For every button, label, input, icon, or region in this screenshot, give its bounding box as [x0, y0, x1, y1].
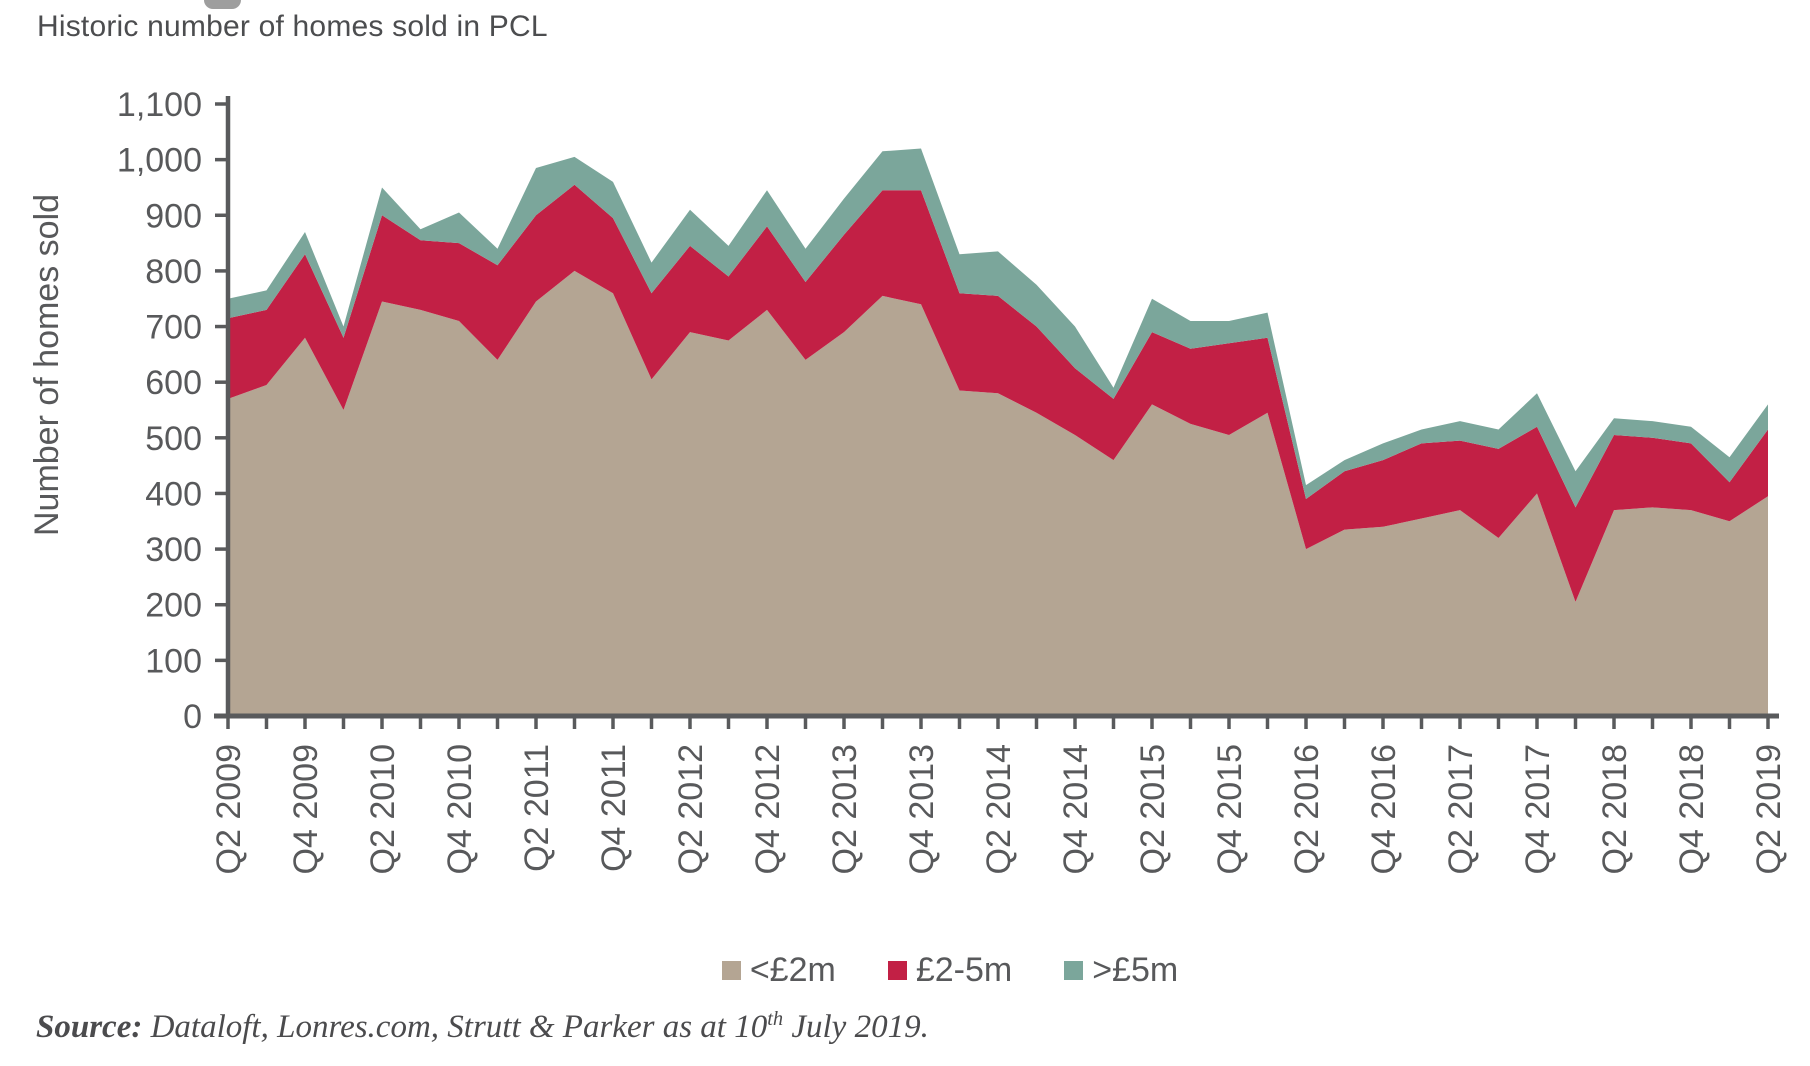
x-tick-label: Q4 2018 [1673, 744, 1711, 874]
x-tick-label: Q2 2014 [980, 744, 1018, 874]
x-tick-label: Q2 2013 [826, 744, 864, 874]
x-tick-label: Q4 2010 [441, 744, 479, 874]
x-tick-label: Q2 2015 [1134, 744, 1172, 874]
x-tick-label: Q4 2016 [1365, 744, 1403, 874]
legend-label-2-5m: £2-5m [915, 951, 1013, 989]
source-superscript: th [767, 1008, 784, 1030]
y-tick-label: 0 [183, 698, 202, 736]
x-tick-label: Q2 2018 [1596, 744, 1634, 874]
x-tick-label: Q2 2009 [210, 744, 248, 874]
y-tick-label: 300 [145, 531, 202, 569]
legend-label-over-5m: >£5m [1092, 951, 1179, 989]
legend-item-2-5m: £2-5m [887, 951, 1013, 990]
y-axis-title: Number of homes sold [28, 194, 66, 536]
legend-swatch-under-2m [721, 961, 741, 980]
x-tick-label: Q2 2017 [1442, 744, 1480, 874]
chart-legend: <£2m £2-5m >£5m [90, 951, 1810, 990]
y-tick-label: 800 [145, 253, 202, 291]
x-tick-label: Q4 2015 [1211, 744, 1249, 874]
cropped-page-element [204, 0, 241, 9]
y-tick-label: 100 [145, 642, 202, 680]
x-tick-label: Q4 2017 [1519, 744, 1557, 874]
area-series-1 [228, 184, 1768, 602]
y-tick-label: 200 [145, 587, 202, 625]
x-tick-label: Q4 2012 [749, 744, 787, 874]
x-tick-label: Q2 2016 [1288, 744, 1326, 874]
source-text: Dataloft, Lonres.com, Strutt & Parker as… [142, 1009, 768, 1045]
x-tick-label: Q2 2010 [364, 744, 402, 874]
y-tick-label: 500 [145, 420, 202, 458]
legend-swatch-over-5m [1064, 961, 1084, 980]
y-tick-label: 1,000 [117, 142, 202, 180]
y-tick-label: 700 [145, 309, 202, 347]
legend-label-under-2m: <£2m [749, 951, 836, 989]
y-tick-label: 900 [145, 197, 202, 235]
y-tick-label: 400 [145, 475, 202, 513]
source-attribution: Source: Dataloft, Lonres.com, Strutt & P… [36, 1008, 929, 1046]
legend-item-under-2m: <£2m [721, 951, 836, 990]
y-tick-label: 1,100 [117, 86, 202, 124]
source-text-end: July 2019. [783, 1009, 929, 1045]
page-title: Historic number of homes sold in PCL [37, 10, 548, 43]
x-tick-label: Q2 2011 [518, 744, 556, 872]
x-tick-label: Q2 2012 [672, 744, 710, 874]
area-series-0 [228, 270, 1768, 716]
x-tick-label: Q4 2011 [595, 744, 633, 872]
legend-swatch-2-5m [887, 961, 907, 980]
y-tick-label: 600 [145, 364, 202, 402]
x-tick-label: Q4 2013 [903, 744, 941, 874]
x-tick-label: Q4 2009 [287, 744, 325, 874]
legend-item-over-5m: >£5m [1064, 951, 1178, 990]
x-tick-label: Q2 2019 [1750, 744, 1788, 874]
x-tick-label: Q4 2014 [1057, 744, 1095, 874]
source-label: Source: [36, 1009, 143, 1045]
